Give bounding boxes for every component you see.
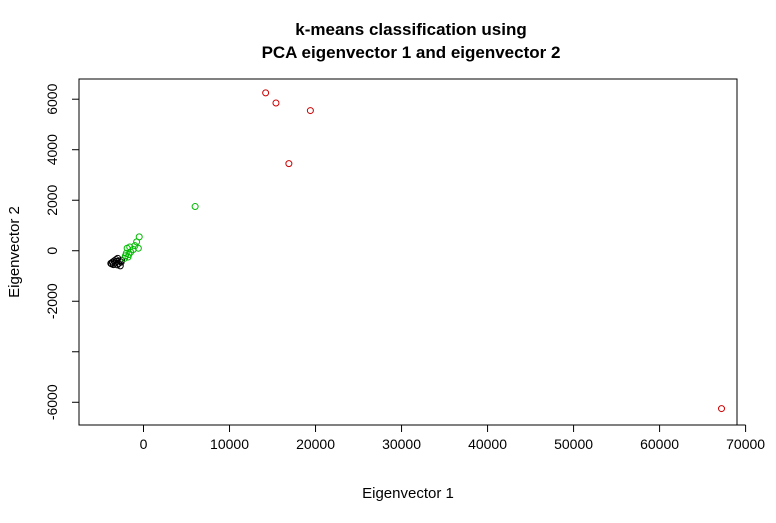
y-tick-label: 6000 (44, 83, 60, 114)
x-tick-label: 10000 (210, 436, 249, 452)
plot-frame (78, 78, 738, 426)
data-points (107, 89, 726, 413)
chart-title-line2: PCA eigenvector 1 and eigenvector 2 (262, 43, 561, 62)
x-tick-label: 20000 (296, 436, 335, 452)
x-tick-label: 50000 (554, 436, 593, 452)
y-tick-label: -6000 (44, 384, 60, 420)
x-tick-label: 40000 (468, 436, 507, 452)
data-point (191, 203, 199, 211)
y-tick-label: 4000 (44, 134, 60, 165)
x-tick-label: 70000 (726, 436, 765, 452)
data-point (135, 233, 143, 241)
x-axis-label: Eigenvector 1 (362, 485, 454, 502)
data-point (129, 245, 137, 253)
data-point (262, 89, 270, 97)
x-axis: 0 10000 20000 30000 40000 50000 60000 70000 (140, 424, 765, 452)
y-tick-label: 0 (44, 247, 60, 255)
y-tick-label: -2000 (44, 283, 60, 319)
x-tick-label: 30000 (382, 436, 421, 452)
data-point (718, 405, 726, 413)
data-point (113, 261, 121, 269)
data-point (306, 107, 314, 115)
y-axis-label: Eigenvector 2 (6, 206, 23, 298)
data-point (272, 99, 280, 107)
y-axis: -6000 -2000 0 2000 4000 6000 (44, 83, 80, 420)
data-point (134, 244, 142, 252)
x-tick-label: 0 (140, 436, 148, 452)
y-tick-label: 2000 (44, 184, 60, 215)
x-tick-label: 60000 (640, 436, 679, 452)
chart-title-line1: k-means classification using (295, 20, 526, 39)
data-point (285, 160, 293, 168)
